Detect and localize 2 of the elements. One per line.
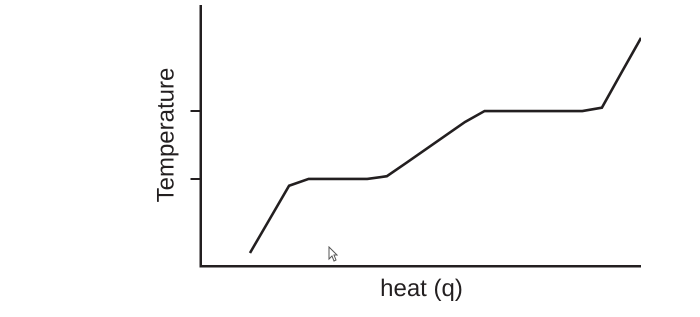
x-axis-title: heat (q) bbox=[380, 274, 463, 302]
y-axis-title: Temperature bbox=[152, 68, 180, 202]
